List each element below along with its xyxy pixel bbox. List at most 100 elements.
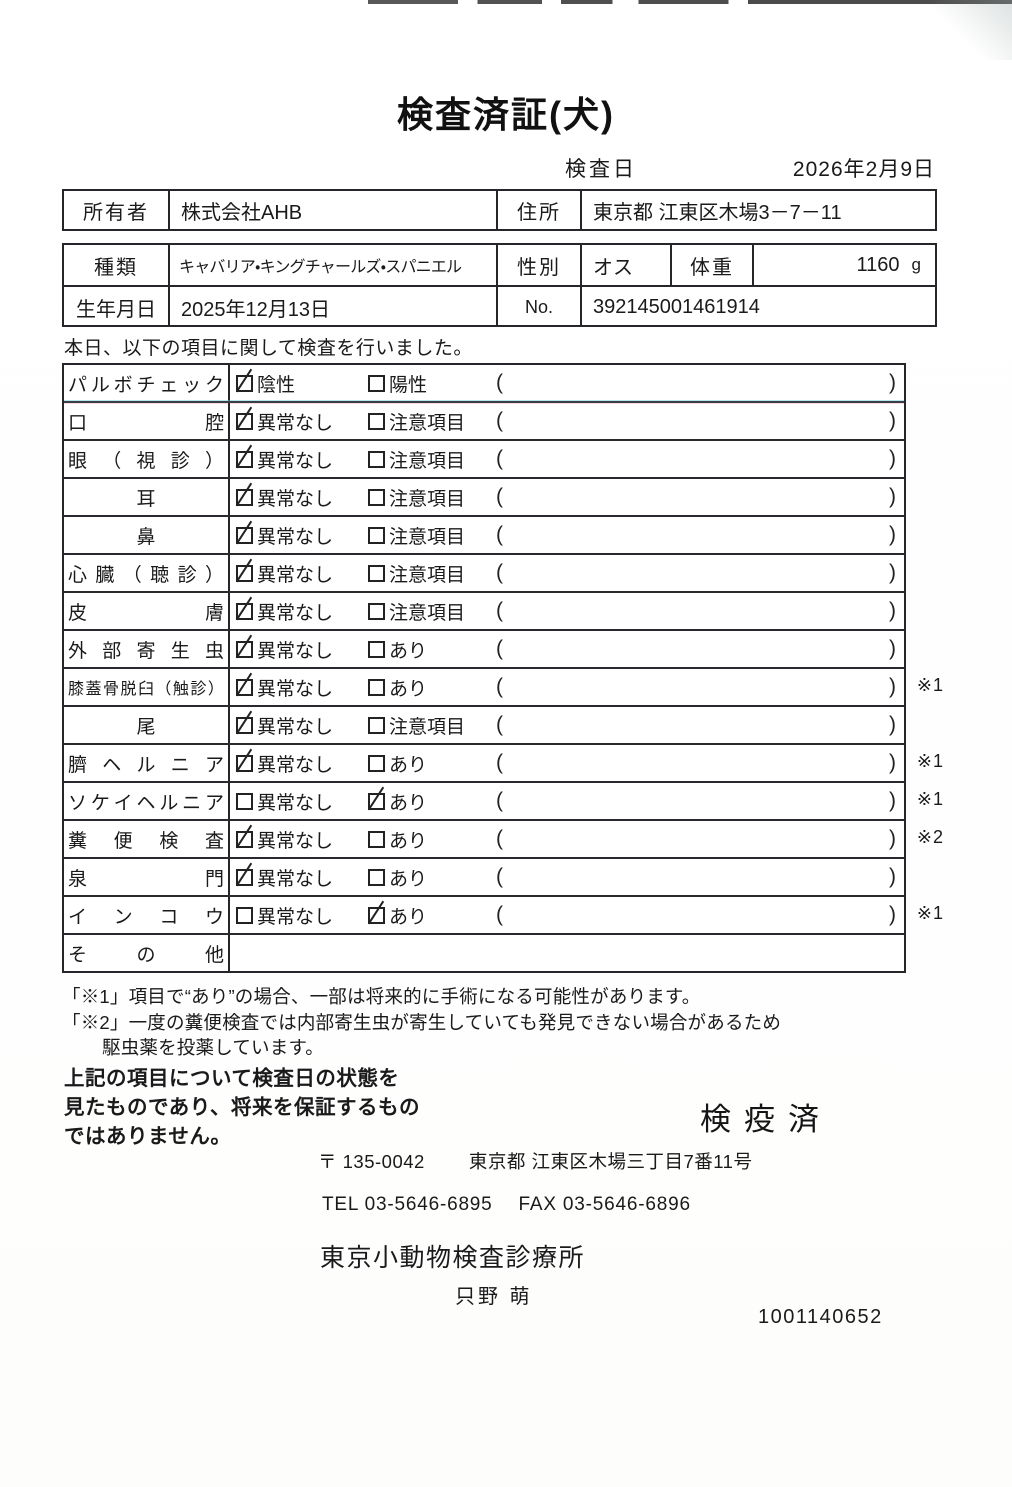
exam-item-label-text: パルボチェック xyxy=(68,374,224,396)
exam-item-label: 皮膚 xyxy=(64,593,230,629)
paren-close: ) xyxy=(889,713,896,736)
checkbox-checked-icon xyxy=(368,792,385,810)
option-label: 注意項目 xyxy=(389,564,466,586)
exam-item-label-text: インコウ xyxy=(68,906,224,928)
option-label: あり xyxy=(389,640,428,662)
option-label: あり xyxy=(389,906,428,928)
exam-row: 心臓（聴診） 異常なし 注意項目 () xyxy=(64,553,904,591)
checklist-table: パルボチェック陰性 陽性() 口腔異常なし 注意項目() 眼（視診）異常なし 注意項目()… xyxy=(62,363,943,973)
info-table: 種類 キャバリア・キングチャールズ・スパニエル 性別 オス 体重 1160 g … xyxy=(62,243,937,327)
option-label: 異常なし xyxy=(257,830,334,852)
option-slot: あり xyxy=(368,826,496,853)
option-slot: 異常なし xyxy=(236,636,368,663)
exam-row-content: 異常なし 注意項目 () xyxy=(230,517,904,553)
option-label: 注意項目 xyxy=(389,488,466,510)
remarks-field: () xyxy=(496,827,904,851)
option-label: 異常なし xyxy=(257,716,334,738)
paren-close: ) xyxy=(889,827,896,850)
exam-item-label: その他 xyxy=(64,935,230,971)
paren-open: ( xyxy=(496,903,503,926)
option-slot: あり xyxy=(368,788,496,815)
scan-corner-shade xyxy=(922,0,1012,60)
document-number: 1001140652 xyxy=(758,1306,883,1328)
option-slot: 注意項目 xyxy=(368,598,496,625)
clinic-tel-row: TEL 03-5646-6895 FAX 03-5646-6896 xyxy=(322,1194,691,1216)
examiner-name: 只野 萌 xyxy=(455,1286,533,1308)
paren-close: ) xyxy=(889,751,896,774)
checkbox-unchecked-icon xyxy=(368,868,385,886)
remarks-field: () xyxy=(496,789,904,813)
exam-row-content: 異常なし あり () xyxy=(230,859,904,895)
remarks-field: () xyxy=(496,523,904,547)
owner-row: 所有者 株式会社AHB 住所 東京都 江東区木場3－7－11 xyxy=(64,191,935,229)
option-slot: 異常なし xyxy=(236,522,368,549)
weight-value: 1160 xyxy=(856,253,900,276)
exam-item-label-text: 臍ヘルニア xyxy=(68,754,224,776)
option-slot: 注意項目 xyxy=(368,522,496,549)
exam-row: 外部寄生虫 異常なし あり () xyxy=(64,629,904,667)
exam-item-label-text: 泉門 xyxy=(68,868,224,890)
option-label: 異常なし xyxy=(257,868,334,890)
option-label: 陰性 xyxy=(257,374,296,396)
checkbox-unchecked-icon xyxy=(368,412,385,430)
option-slot: 異常なし xyxy=(236,674,368,701)
exam-item-label: 糞便検査 xyxy=(64,821,230,857)
option-slot: 注意項目 xyxy=(368,712,496,739)
option-label: 陽性 xyxy=(389,374,428,396)
exam-item-label: 眼（視診） xyxy=(64,441,230,477)
exam-row: その他 xyxy=(64,933,904,971)
option-slot: あり xyxy=(368,636,496,663)
option-slot: 異常なし xyxy=(236,864,368,891)
clinic-postal: 〒 135-0042 xyxy=(318,1151,425,1172)
clinic-fax: FAX 03-5646-6896 xyxy=(518,1194,691,1215)
option-slot: 異常なし xyxy=(236,788,368,815)
disclaimer-line3: ではありません。 xyxy=(64,1125,232,1148)
exam-row-content: 異常なし あり () xyxy=(230,745,904,781)
paren-close: ) xyxy=(889,675,896,698)
scan-artifact-bar xyxy=(368,0,1012,4)
disclaimer-line2: 見たものであり、将来を保証するもの xyxy=(64,1096,420,1119)
exam-row: 皮膚 異常なし 注意項目 () xyxy=(64,591,904,629)
remarks-field: () xyxy=(496,713,904,737)
checkbox-checked-icon xyxy=(236,640,253,658)
exam-item-label-text: 皮膚 xyxy=(68,602,224,624)
option-label: 注意項目 xyxy=(389,412,466,434)
dob-label-cell: 生年月日 xyxy=(76,298,156,321)
exam-item-label: 膝蓋骨脱臼（触診） xyxy=(64,669,230,705)
option-label: 異常なし xyxy=(257,678,334,700)
exam-item-label: 鼻 xyxy=(64,517,230,553)
footnote-marker: ※2 xyxy=(916,827,944,847)
breed-label-cell: 種類 xyxy=(94,256,138,279)
checkbox-unchecked-icon xyxy=(368,716,385,734)
option-slot: 異常なし xyxy=(236,446,368,473)
address-value-cell: 東京都 江東区木場3－7－11 xyxy=(580,191,935,229)
exam-item-label: 口腔 xyxy=(64,403,230,439)
exam-row-content: 異常なし あり () xyxy=(230,821,904,857)
paren-open: ( xyxy=(496,751,503,774)
option-label: あり xyxy=(389,678,428,700)
option-label: 注意項目 xyxy=(389,450,466,472)
remarks-field: () xyxy=(496,409,904,433)
page-title: 検査済証(犬) xyxy=(397,94,615,135)
disclaimer-line1: 上記の項目について検査日の状態を xyxy=(64,1067,400,1090)
remarks-field: () xyxy=(496,637,904,661)
exam-item-label: 心臓（聴診） xyxy=(64,555,230,591)
option-label: 異常なし xyxy=(257,526,334,548)
exam-item-label: ソケイヘルニア xyxy=(64,783,230,819)
exam-item-label-text: 鼻 xyxy=(136,526,156,548)
paren-close: ) xyxy=(889,409,896,432)
paren-close: ) xyxy=(889,561,896,584)
exam-item-label: 外部寄生虫 xyxy=(64,631,230,667)
exam-row-content: 異常なし 注意項目 () xyxy=(230,441,904,477)
exam-item-label: 臍ヘルニア xyxy=(64,745,230,781)
checkbox-unchecked-icon xyxy=(368,640,385,658)
exam-row-content: 陰性 陽性 () xyxy=(230,365,904,401)
option-label: 注意項目 xyxy=(389,526,466,548)
exam-row: 膝蓋骨脱臼（触診） 異常なし あり () ※1 xyxy=(64,667,943,705)
address-label-cell: 住所 xyxy=(496,191,580,229)
exam-row-content: 異常なし 注意項目 () xyxy=(230,707,904,743)
checkbox-unchecked-icon xyxy=(368,526,385,544)
checkbox-unchecked-icon xyxy=(368,830,385,848)
exam-item-label-text: 口腔 xyxy=(68,412,224,434)
paren-open: ( xyxy=(496,523,503,546)
